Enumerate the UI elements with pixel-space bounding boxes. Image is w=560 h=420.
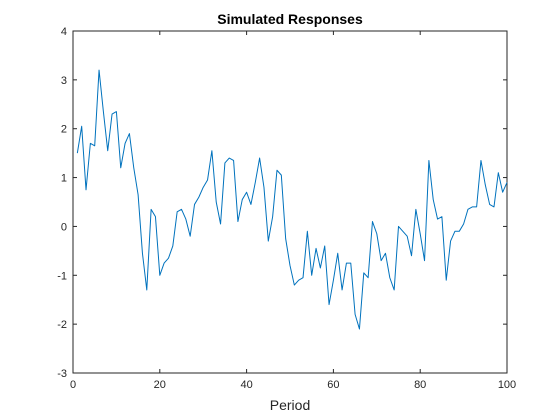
y-tick-label: 3 [61,75,67,87]
y-tick-label: 2 [61,124,67,136]
y-tick-label: -2 [57,319,67,331]
y-axis: -3 -2 -1 0 1 2 3 4 [57,26,507,380]
x-axis: 0 20 40 60 80 100 [70,31,516,391]
x-tick-label: 80 [414,379,426,391]
x-tick-label: 0 [70,379,76,391]
x-axis-label: Period [270,397,310,413]
y-tick-label: 4 [61,26,67,38]
series-line [76,69,508,330]
y-tick-label: -3 [57,368,67,380]
y-tick-label: 1 [61,173,67,185]
y-tick-label: -1 [57,270,67,282]
x-tick-label: 60 [327,379,339,391]
y-tick-label: 0 [61,221,67,233]
axes-box [72,30,508,374]
x-tick-label: 20 [154,379,166,391]
plot-area [72,30,508,374]
x-tick-label: 100 [498,379,516,391]
x-tick-label: 40 [240,379,252,391]
chart-title: Simulated Responses [217,11,363,27]
